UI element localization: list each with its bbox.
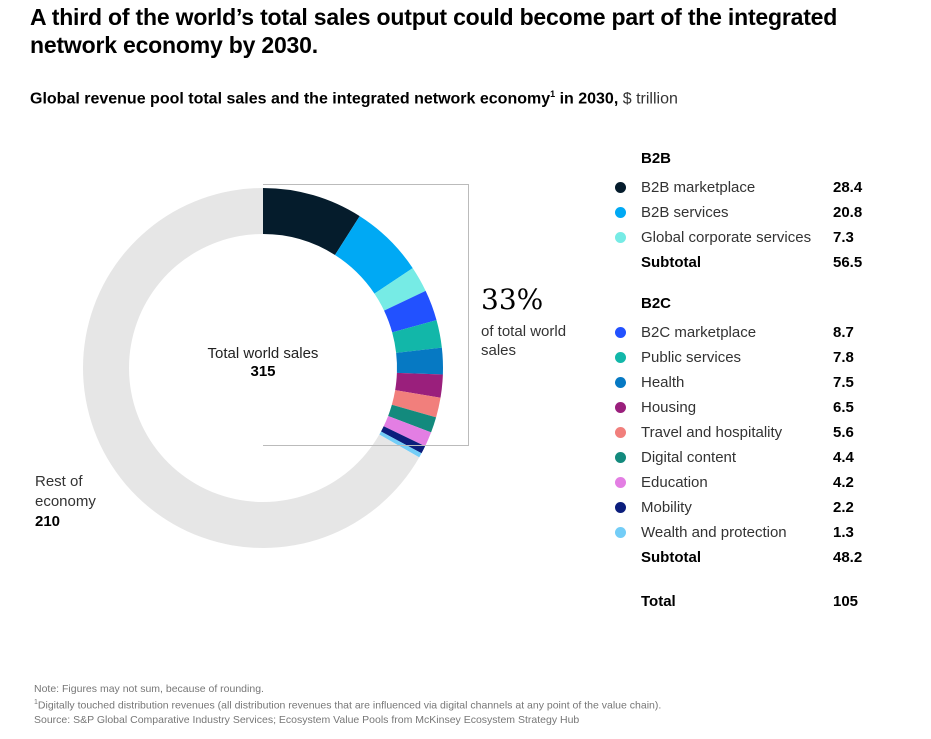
source-text: Source: S&P Global Comparative Industry … <box>34 713 580 726</box>
legend-item: Global corporate services 7.3 <box>615 225 915 250</box>
legend-dot-icon <box>615 402 626 413</box>
donut-slice-b2c-marketplace <box>384 290 437 333</box>
legend-item: Health 7.5 <box>615 370 915 395</box>
donut-slice-education <box>383 415 432 447</box>
legend-item-label: Health <box>641 374 685 391</box>
donut-slice-housing <box>395 372 443 398</box>
center-label-value: 315 <box>250 363 276 380</box>
legend-item-label: B2B services <box>641 204 729 221</box>
legend-dot-icon <box>615 527 626 538</box>
subtotal-value: 56.5 <box>833 254 863 271</box>
rest-label-line1: Rest of <box>35 473 83 490</box>
legend-item-label: Digital content <box>641 449 737 466</box>
donut-slice-wealth-and-protection <box>379 431 422 458</box>
legend-item: Public services 7.8 <box>615 345 915 370</box>
legend-item: Education 4.2 <box>615 470 915 495</box>
total-value: 105 <box>833 593 859 610</box>
legend-dot-icon <box>615 327 626 338</box>
footnotes: Note: Figures may not sum, because of ro… <box>34 682 661 727</box>
donut-slice-global-corporate-services <box>374 268 426 311</box>
legend-dot-icon <box>615 427 626 438</box>
subtitle-suffix: in 2030, <box>555 90 619 108</box>
subtotal-label: Subtotal <box>641 254 701 271</box>
subtitle-footnote-mark: 1 <box>550 89 556 99</box>
legend-dot-icon <box>615 182 626 193</box>
legend-item-value: 1.3 <box>833 524 854 541</box>
legend-item: Wealth and protection 1.3 <box>615 520 915 545</box>
legend-item-value: 7.5 <box>833 374 854 391</box>
legend-item-value: 4.2 <box>833 474 854 491</box>
legend-item: Mobility 2.2 <box>615 495 915 520</box>
legend-item-value: 20.8 <box>833 204 863 221</box>
legend-item-value: 5.6 <box>833 424 854 441</box>
donut-slice-digital-content <box>388 404 437 433</box>
legend-item-value: 28.4 <box>833 179 863 196</box>
legend-dot-icon <box>615 377 626 388</box>
legend-item: Digital content 4.4 <box>615 445 915 470</box>
legend-group-b2c-title: B2C <box>641 295 672 312</box>
legend-item-label: Education <box>641 474 708 491</box>
legend-dot-icon <box>615 207 626 218</box>
legend-dot-icon <box>615 477 626 488</box>
rest-label-value: 210 <box>35 513 61 530</box>
callout-bracket <box>263 184 469 446</box>
legend-dot-icon <box>615 232 626 243</box>
legend-item-label: Mobility <box>641 499 692 516</box>
rest-of-economy-label: Rest of economy 210 <box>35 472 96 532</box>
callout-text: of total world sales <box>481 323 567 359</box>
donut-slice-health <box>396 347 444 375</box>
chart-subtitle: Global revenue pool total sales and the … <box>30 89 678 108</box>
legend-total: Total 105 <box>615 589 915 614</box>
legend-dot-icon <box>615 352 626 363</box>
donut-chart <box>83 188 444 548</box>
donut-slice-public-services <box>392 320 442 353</box>
donut-slice-mobility <box>381 426 426 454</box>
footnote-text: Digitally touched distribution revenues … <box>37 699 662 712</box>
legend-item-value: 2.2 <box>833 499 854 516</box>
legend-item-label: Public services <box>641 349 742 366</box>
subtitle-unit: $ trillion <box>622 90 678 108</box>
total-label: Total <box>641 593 676 610</box>
callout-percent: 33% <box>481 283 544 316</box>
legend-item: B2B marketplace 28.4 <box>615 175 915 200</box>
legend-item-label: Global corporate services <box>641 229 812 246</box>
legend-item-label: B2C marketplace <box>641 324 757 341</box>
subtotal-value: 48.2 <box>833 549 863 566</box>
legend-item-label: Wealth and protection <box>641 524 787 541</box>
note-text: Note: Figures may not sum, because of ro… <box>34 683 264 695</box>
donut-slice-travel-and-hospitality <box>391 390 441 418</box>
legend-item-label: Housing <box>641 399 697 416</box>
legend-item-value: 7.8 <box>833 349 854 366</box>
legend-item-label: B2B marketplace <box>641 179 756 196</box>
center-label: Total world sales 315 <box>163 345 363 381</box>
legend-b2b-subtotal: Subtotal 56.5 <box>615 250 915 275</box>
donut-slice-b2b-marketplace <box>263 188 360 255</box>
footnote-mark: 1 <box>34 699 38 706</box>
legend-item-value: 8.7 <box>833 324 854 341</box>
chart-title: A third of the world’s total sales outpu… <box>30 4 838 58</box>
legend-item: B2C marketplace 8.7 <box>615 320 915 345</box>
legend-item-value: 6.5 <box>833 399 854 416</box>
subtitle-main: Global revenue pool total sales and the … <box>30 90 551 108</box>
legend-b2c-subtotal: Subtotal 48.2 <box>615 545 915 570</box>
legend-item: Travel and hospitality 5.6 <box>615 420 915 445</box>
footnote-1: 1Digitally touched distribution revenues… <box>34 696 661 713</box>
center-label-text: Total world sales <box>207 345 319 362</box>
legend-item: B2B services 20.8 <box>615 200 915 225</box>
legend-item: Housing 6.5 <box>615 395 915 420</box>
rest-label-line2: economy <box>35 493 96 510</box>
legend-item-label: Travel and hospitality <box>641 424 783 441</box>
legend-dot-icon <box>615 502 626 513</box>
legend-item-value: 4.4 <box>833 449 854 466</box>
donut-slice-b2b-services <box>334 216 413 294</box>
legend-group-b2b-title: B2B <box>641 150 672 167</box>
legend: B2B B2B marketplace 28.4 B2B services 20.8 G… <box>615 150 915 614</box>
subtotal-label: Subtotal <box>641 549 701 566</box>
legend-item-value: 7.3 <box>833 229 854 246</box>
legend-dot-icon <box>615 452 626 463</box>
